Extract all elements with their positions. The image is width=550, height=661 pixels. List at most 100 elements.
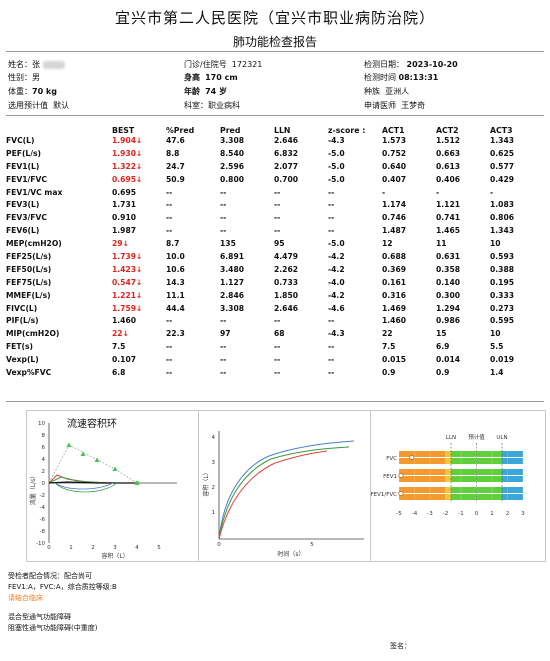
cell-value: 6.891 xyxy=(220,252,245,262)
y-tick-label: 3 xyxy=(212,460,216,466)
cell-value: 1.294 xyxy=(436,303,461,313)
cell-value: 10.6 xyxy=(166,264,185,274)
parameter-name: FEV1/FVC xyxy=(6,175,112,188)
cell-a1: 1.174 xyxy=(382,200,436,213)
cell-value: 11.1 xyxy=(166,290,185,300)
table-row: MEP(cmH2O) 29↓ 8.7 135 95 -5.0 12 11 10 xyxy=(6,239,536,252)
cell-pred: -- xyxy=(220,368,274,381)
cell-lln: -- xyxy=(274,226,328,239)
cell-value: 0.140 xyxy=(436,277,461,287)
cell-best: 1.904↓ xyxy=(112,136,166,149)
cell-value: 0.752 xyxy=(382,148,407,158)
cell-a3: 1.083 xyxy=(490,200,536,213)
cell-pct: 14.3 xyxy=(166,278,220,291)
cell-a2: 0.014 xyxy=(436,355,490,368)
cell-value: -- xyxy=(166,342,173,352)
cell-lln: 68 xyxy=(274,329,328,342)
cell-pct: 50.9 xyxy=(166,175,220,188)
cell-value: 1.083 xyxy=(490,200,515,210)
cell-lln: 0.700 xyxy=(274,175,328,188)
cell-pct: 11.1 xyxy=(166,291,220,304)
cell-a3: 1.343 xyxy=(490,226,536,239)
cell-value: 2.596 xyxy=(220,161,245,171)
cell-a1: 0.9 xyxy=(382,368,436,381)
cell-value: 1.343 xyxy=(490,136,515,145)
cell-value: 1.343 xyxy=(490,226,515,236)
cell-value: 0.800 xyxy=(220,174,245,184)
column-header: ACT2 xyxy=(436,125,459,135)
cell-value: 11 xyxy=(436,239,447,249)
race-row: 种族 亚洲人 xyxy=(364,87,410,96)
cell-lln: -- xyxy=(274,200,328,213)
cell-value: -4.3 xyxy=(328,329,345,339)
cell-z: -- xyxy=(328,316,382,329)
cell-lln: -- xyxy=(274,213,328,226)
cell-value: 0.9 xyxy=(382,368,396,378)
cell-pred: -- xyxy=(220,316,274,329)
patient-name: 张 xyxy=(32,60,40,69)
x-tick-label: 5 xyxy=(310,542,314,548)
table-row: FVC(L) 1.904↓ 47.6 3.308 2.646 -4.3 1.573 1.512… xyxy=(6,136,536,149)
cell-value: 2.646 xyxy=(274,303,299,313)
cell-best: 0.547↓ xyxy=(112,278,166,291)
x-tick-label: 0 xyxy=(217,542,221,548)
cell-z: -4.2 xyxy=(328,265,382,278)
y-tick-label: -8 xyxy=(40,529,46,535)
cell-value: -- xyxy=(328,187,335,197)
cell-value: FEV1/VC max xyxy=(6,187,63,197)
predicted-marker xyxy=(112,466,118,471)
cell-z: -4.3 xyxy=(328,329,382,342)
report-title: 肺功能检查报告 xyxy=(232,35,317,49)
y-tick-label: 2 xyxy=(212,485,216,491)
cell-value: 44.4 xyxy=(166,303,185,313)
cell-a2: 0.631 xyxy=(436,252,490,265)
down-arrow-icon: ↓ xyxy=(136,174,143,184)
cell-value: FEF25(L/s) xyxy=(6,252,52,262)
cell-z: -- xyxy=(328,213,382,226)
cell-value: -- xyxy=(328,200,335,210)
cell-value: FEV3/FVC xyxy=(6,213,47,223)
cell-value: 0.700 xyxy=(274,174,299,184)
cell-z: -4.2 xyxy=(328,291,382,304)
cell-z: -- xyxy=(328,226,382,239)
cell-a2: 0.613 xyxy=(436,162,490,175)
cell-pred: 3.308 xyxy=(220,136,274,149)
cell-a2: 0.358 xyxy=(436,265,490,278)
cell-a3: 0.806 xyxy=(490,213,536,226)
cell-a3: 0.429 xyxy=(490,175,536,188)
cell-value: 24.7 xyxy=(166,161,185,171)
cell-value: 1.759 xyxy=(112,303,137,313)
cell-value: 1.121 xyxy=(436,200,461,210)
cell-lln: 95 xyxy=(274,239,328,252)
table-row: FEV3/FVC 0.910 -- -- -- -- 0.746 0.741 0.806 xyxy=(6,213,536,226)
table-row: MMEF(L/s) 1.221↓ 11.1 2.846 1.850 -4.2 0.316 0.… xyxy=(6,291,536,304)
cell-value: -- xyxy=(166,355,173,365)
cell-value: Vexp(L) xyxy=(6,355,39,365)
y-axis-label: 容积（L） xyxy=(202,469,210,496)
column-header: %Pred xyxy=(166,125,195,135)
cell-best: 1.759↓ xyxy=(112,304,166,317)
table-row: MIP(cmH2O) 22↓ 22.3 97 68 -4.3 22 15 10 xyxy=(6,329,536,342)
cell-z: -4.0 xyxy=(328,278,382,291)
cell-lln: -- xyxy=(274,316,328,329)
table-row: PIF(L/s) 1.460 -- -- -- -- 1.460 0.986 0.595 xyxy=(6,316,536,329)
cell-best: 1.460 xyxy=(112,316,166,329)
cell-value: -5.0 xyxy=(328,148,345,158)
x-tick-label: 1 xyxy=(69,545,73,551)
cell-value: 8.540 xyxy=(220,148,245,158)
cell-value: FEV1/FVC xyxy=(6,174,47,184)
zscore-tick-label: -3 xyxy=(427,511,433,517)
cell-value: FEF50(L/s) xyxy=(6,264,52,274)
cell-value: PEF(L/s) xyxy=(6,148,42,158)
table-row: FEF25(L/s) 1.739↓ 10.0 6.891 4.479 -4.2 0.688 0… xyxy=(6,252,536,265)
cell-a1: 0.407 xyxy=(382,175,436,188)
parameter-name: MMEF(L/s) xyxy=(6,291,112,304)
cell-a3: 0.625 xyxy=(490,149,536,162)
cell-pred: -- xyxy=(220,226,274,239)
patient-height: 170 cm xyxy=(205,73,238,82)
cell-value: FEV1(L) xyxy=(6,161,40,171)
patient-race: 亚洲人 xyxy=(385,87,410,96)
cell-value: -- xyxy=(220,187,227,197)
cell-value: -- xyxy=(274,368,281,378)
cell-best: 0.107 xyxy=(112,355,166,368)
